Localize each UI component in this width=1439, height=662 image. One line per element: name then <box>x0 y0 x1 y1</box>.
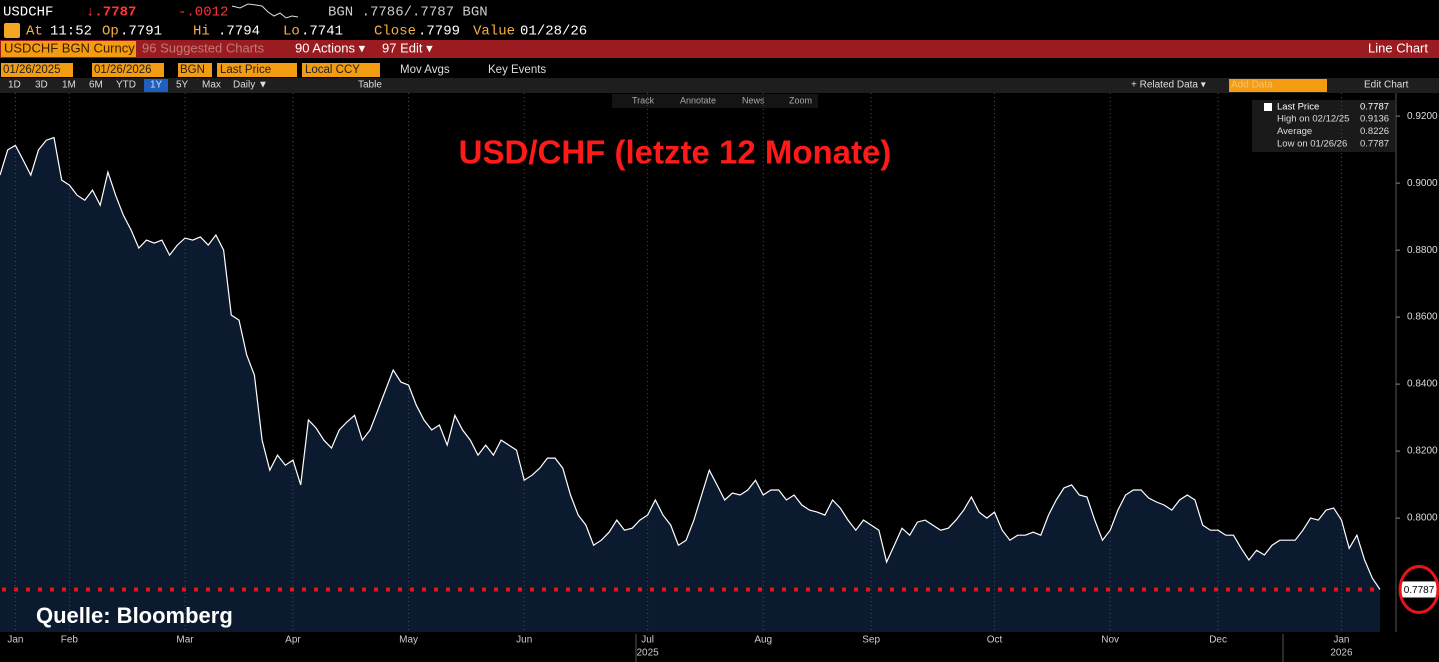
stat-value: .7799 <box>418 24 460 40</box>
status-icon <box>4 23 20 38</box>
control[interactable]: Last Price <box>220 64 271 76</box>
stat-label: Hi <box>193 24 210 40</box>
legend-value: 0.9136 <box>1360 114 1389 125</box>
y-tick-label: 0.8600 <box>1407 312 1438 323</box>
chart-tool[interactable]: Zoom <box>789 95 812 105</box>
range-button[interactable]: 1D <box>8 80 21 91</box>
selected-range <box>144 79 168 92</box>
stat-value: 01/28/26 <box>520 24 587 40</box>
add-data[interactable]: Add Data <box>1231 80 1273 91</box>
chart-title: USD/CHF (letzte 12 Monate) <box>459 134 892 171</box>
x-tick-label: Apr <box>285 635 301 646</box>
year-label: 2026 <box>1330 648 1353 659</box>
line <box>0 136 1381 590</box>
currency-input[interactable] <box>302 63 380 77</box>
toolbar <box>0 78 1439 93</box>
legend-label: Low on 01/26/26 <box>1277 139 1347 150</box>
y-tick-label: 0.8200 <box>1407 446 1438 457</box>
related-data[interactable]: + Related Data ▾ <box>1131 80 1206 91</box>
control[interactable]: Key Events <box>488 64 546 76</box>
stat-value: .7741 <box>301 24 343 40</box>
range-button[interactable]: 1Y <box>150 80 163 91</box>
stat-value: .7791 <box>120 24 162 40</box>
edit-chart[interactable]: Edit Chart <box>1364 80 1409 91</box>
chart-type: Line Chart <box>1368 40 1428 55</box>
edit-menu[interactable]: 97 Edit ▾ <box>382 40 433 55</box>
highlight-circle <box>1398 564 1439 614</box>
legend-swatch <box>1264 103 1272 111</box>
legend-box <box>1252 100 1395 152</box>
field-input[interactable] <box>217 63 297 77</box>
sparkline <box>231 3 299 19</box>
last-price: ↓.7787 <box>86 5 136 21</box>
range-button[interactable]: 3D <box>35 80 48 91</box>
control[interactable]: BGN <box>180 64 205 76</box>
y-tick-label: 0.8000 <box>1407 513 1438 524</box>
x-tick-label: Oct <box>987 635 1003 646</box>
legend-label: Last Price <box>1277 102 1319 113</box>
stat-label: Close <box>374 24 416 40</box>
x-tick-label: Aug <box>754 635 772 646</box>
source-note: Quelle: Bloomberg <box>36 603 233 628</box>
y-tick-label: 0.8800 <box>1407 245 1438 256</box>
x-tick-label: Dec <box>1209 635 1227 646</box>
x-tick-label: Mar <box>176 635 194 646</box>
x-tick-label: Jun <box>516 635 532 646</box>
range-button[interactable]: 1M <box>62 80 76 91</box>
year-label: 2025 <box>636 648 659 659</box>
legend-value: 0.7787 <box>1360 139 1389 150</box>
range-button[interactable]: 5Y <box>176 80 189 91</box>
change: -.0012 <box>178 5 228 21</box>
control[interactable]: 01/26/2025 <box>3 64 61 76</box>
source-input[interactable] <box>178 63 212 77</box>
chart-tool[interactable]: Track <box>632 95 655 105</box>
stat-label: Value <box>473 24 515 40</box>
quote: BGN .7786/.7787 BGN <box>328 5 488 21</box>
actions-menu[interactable]: 90 Actions ▾ <box>295 40 366 55</box>
stat-value: .7794 <box>218 24 260 40</box>
suggested-charts[interactable]: 96 Suggested Charts <box>142 40 265 55</box>
x-tick-label: Feb <box>61 635 79 646</box>
chart-tool[interactable]: Annotate <box>680 95 716 105</box>
x-tick-label: Jan <box>1333 635 1349 646</box>
stat-value: 11:52 <box>50 24 92 40</box>
area <box>0 137 1380 632</box>
x-tick-label: May <box>399 635 418 646</box>
range-button[interactable]: YTD <box>116 80 136 91</box>
legend-label: Average <box>1277 126 1312 137</box>
x-tick-label: Jul <box>641 635 654 646</box>
control[interactable]: Local CCY <box>305 64 360 76</box>
x-tick-label: Jan <box>7 635 23 646</box>
last-price-label: 0.7787 <box>1404 585 1435 596</box>
control[interactable]: 01/26/2026 <box>94 64 152 76</box>
menu-bar <box>0 40 1439 58</box>
chart-tools-bar <box>612 94 818 108</box>
period-select[interactable]: Daily ▼ <box>233 80 268 91</box>
stat-label: At <box>26 24 43 40</box>
security[interactable]: USDCHF BGN Curncy <box>4 40 135 55</box>
legend-label: High on 02/12/25 <box>1277 114 1349 125</box>
y-tick-label: 0.9000 <box>1407 178 1438 189</box>
y-tick-label: 0.8400 <box>1407 379 1438 390</box>
ticker: USDCHF <box>3 5 53 21</box>
stat-label: Op <box>102 24 119 40</box>
range-button[interactable]: Max <box>202 80 221 91</box>
x-tick-label: Sep <box>862 635 880 646</box>
y-tick-label: 0.9200 <box>1407 111 1438 122</box>
chart-tool[interactable]: News <box>742 95 765 105</box>
stat-label: Lo <box>283 24 300 40</box>
control[interactable]: Mov Avgs <box>400 64 450 76</box>
range-button[interactable]: 6M <box>89 80 103 91</box>
legend-value: 0.8226 <box>1360 126 1389 137</box>
table-button[interactable]: Table <box>358 80 382 91</box>
end-input[interactable] <box>92 63 164 77</box>
security-box[interactable] <box>1 41 136 57</box>
x-tick-label: Nov <box>1101 635 1119 646</box>
add-data-input[interactable] <box>1229 79 1327 92</box>
legend-value: 0.7787 <box>1360 102 1389 113</box>
start-input[interactable] <box>1 63 73 77</box>
